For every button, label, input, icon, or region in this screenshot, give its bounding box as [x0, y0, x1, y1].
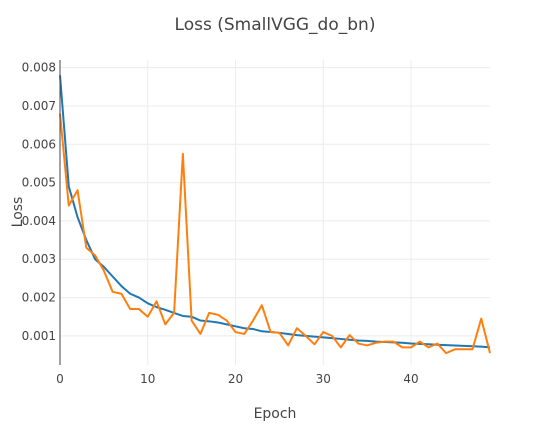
y-tick-label-3: 0.004 — [22, 214, 56, 228]
y-axis-title: Loss — [10, 197, 26, 228]
x-tick-label-2: 20 — [228, 372, 243, 386]
series-line-0 — [59, 75, 491, 349]
x-tick-label-1: 10 — [140, 372, 155, 386]
y-tick-label-5: 0.006 — [22, 137, 56, 151]
x-tick-label-3: 30 — [316, 372, 331, 386]
y-tick-label-1: 0.002 — [22, 291, 56, 305]
y-tick-label-6: 0.007 — [22, 99, 56, 113]
x-tick-label-4: 40 — [403, 372, 418, 386]
y-tick-label-2: 0.003 — [22, 252, 56, 266]
series-lines — [59, 75, 491, 355]
x-axis-title: Epoch — [254, 406, 297, 422]
y-tick-label-4: 0.005 — [22, 176, 56, 190]
chart-title: Loss (SmallVGG_do_bn) — [175, 15, 376, 35]
gridlines — [60, 60, 490, 365]
x-tick-label-0: 0 — [56, 372, 64, 386]
y-tick-label-0: 0.001 — [22, 329, 56, 343]
tick-labels: 0 10 20 30 40 0.001 0.002 0.003 0.004 0.005 0.006 0… — [22, 61, 419, 386]
y-tick-label-7: 0.008 — [22, 61, 56, 75]
series-line-1 — [59, 113, 491, 355]
